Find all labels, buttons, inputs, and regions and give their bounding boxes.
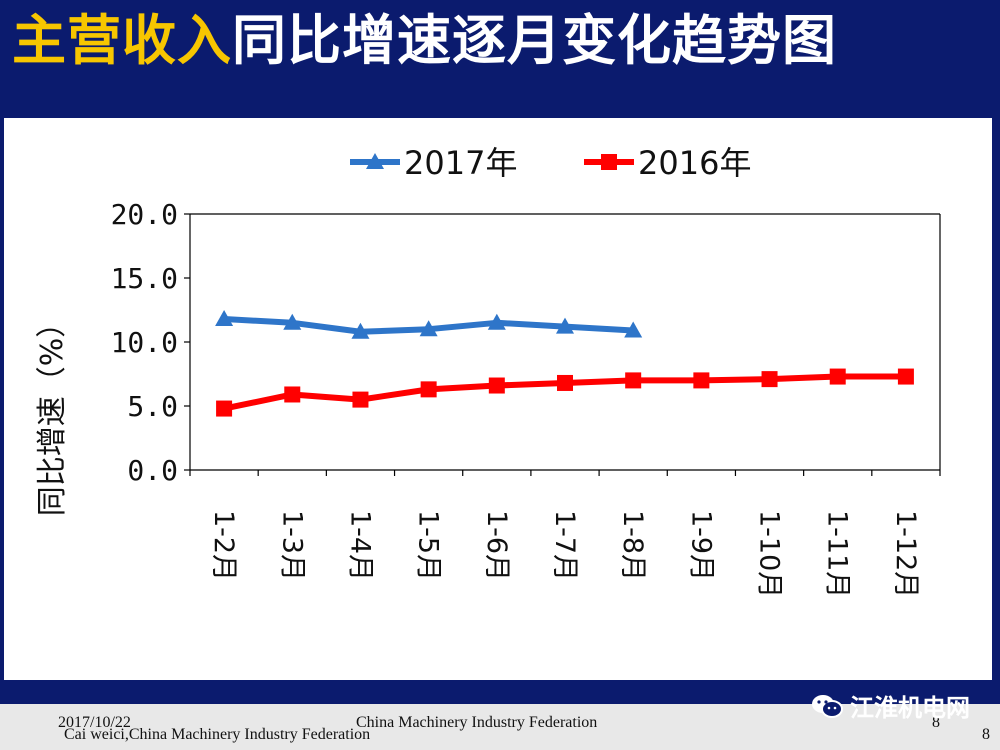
watermark: 江淮机电网 xyxy=(810,688,970,723)
x-tick-label: 1-2月 xyxy=(208,510,239,581)
legend-label: 2017年 xyxy=(404,144,517,182)
data-point-2017 xyxy=(487,313,506,330)
y-tick-label: 15.0 xyxy=(111,262,178,295)
data-point-2016 xyxy=(352,391,369,408)
data-point-2017 xyxy=(215,309,234,326)
data-point-2017 xyxy=(351,322,370,339)
y-axis-label: 同比增速（%） xyxy=(35,308,70,517)
x-tick-label: 1-7月 xyxy=(549,510,580,581)
footer-date: 2017/10/22 xyxy=(58,714,131,731)
data-point-2016 xyxy=(420,381,437,398)
title-rest: 同比增速逐月变化趋势图 xyxy=(232,9,837,72)
legend-marker xyxy=(366,153,384,169)
data-point-2016 xyxy=(216,400,233,417)
line-chart: 0.0 5.0 10.0 15.0 20.0 1-2月 1-3月 1-4月 1-5月 1-6月 1-… xyxy=(35,144,941,598)
x-tick-label: 1-11月 xyxy=(822,510,853,598)
x-tick-label: 1-6月 xyxy=(481,510,512,581)
data-point-2016 xyxy=(557,374,573,391)
x-tick-label: 1-3月 xyxy=(276,510,307,581)
watermark-text: 江淮机电网 xyxy=(850,694,970,722)
legend-marker xyxy=(601,154,617,170)
x-tick-label: 1-5月 xyxy=(413,510,444,581)
footer-author: Cai weici,China Machinery Industry Feder… xyxy=(64,726,371,743)
data-point-2016 xyxy=(625,372,642,389)
y-tick-label: 0.0 xyxy=(127,454,178,487)
y-tick-label: 10.0 xyxy=(111,326,178,359)
footer-page-number-outer: 8 xyxy=(982,726,990,743)
title-highlight: 主营收入 xyxy=(12,9,232,72)
x-tick-label: 1-10月 xyxy=(754,510,785,598)
legend-label: 2016年 xyxy=(638,144,751,182)
chart-panel: 0.0 5.0 10.0 15.0 20.0 1-2月 1-3月 1-4月 1-5月 1-6月 1-… xyxy=(4,118,992,680)
x-tick-label: 1-9月 xyxy=(685,510,716,581)
data-point-2016 xyxy=(761,371,778,388)
y-tick-label: 20.0 xyxy=(111,198,178,231)
slide-title: 主营收入同比增速逐月变化趋势图 xyxy=(12,6,837,76)
x-tick-label: 1-4月 xyxy=(344,510,375,581)
x-tick-label: 1-12月 xyxy=(890,510,921,598)
data-point-2016 xyxy=(488,377,505,394)
wechat-icon xyxy=(810,693,844,719)
y-tick-label: 5.0 xyxy=(127,390,178,423)
footer-organization: China Machinery Industry Federation xyxy=(356,714,598,731)
data-point-2017 xyxy=(283,313,302,330)
data-point-2017 xyxy=(556,317,574,334)
footer-page-number: 8 xyxy=(932,714,940,731)
data-point-2016 xyxy=(829,368,846,385)
x-tick-label: 1-8月 xyxy=(617,510,648,581)
data-point-2017 xyxy=(624,321,643,338)
data-point-2016 xyxy=(284,386,301,403)
data-point-2016 xyxy=(897,368,914,385)
data-point-2017 xyxy=(419,320,438,337)
data-point-2016 xyxy=(693,372,710,389)
